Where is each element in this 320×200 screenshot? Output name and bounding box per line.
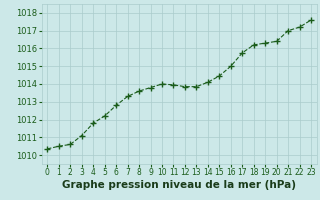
X-axis label: Graphe pression niveau de la mer (hPa): Graphe pression niveau de la mer (hPa) bbox=[62, 180, 296, 190]
